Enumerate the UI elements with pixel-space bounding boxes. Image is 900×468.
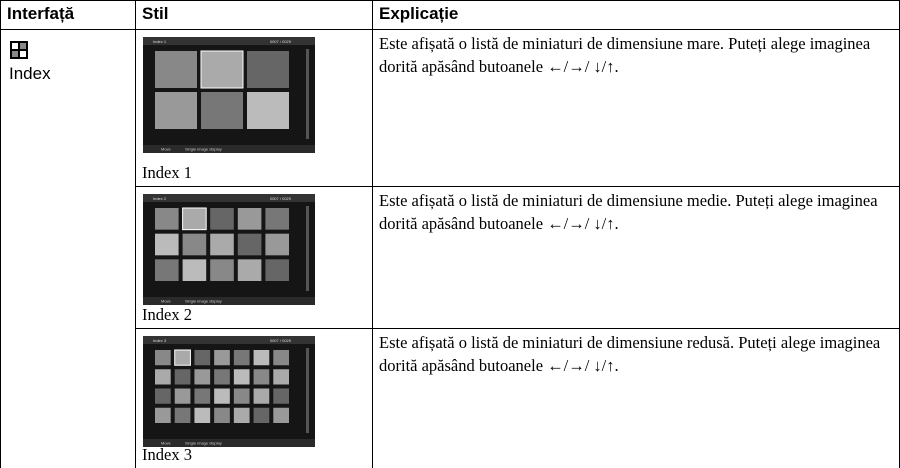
- thumbnail: [253, 388, 270, 404]
- thumbnail: [253, 407, 270, 423]
- explanation-text: Este afișată o listă de miniaturi de dim…: [379, 34, 871, 76]
- screen-title: Index 2: [153, 196, 167, 201]
- icon-tile: [12, 43, 18, 49]
- style-caption: Index 3: [142, 445, 192, 464]
- explanation-cell: Este afișată o listă de miniaturi de dim…: [372, 186, 900, 329]
- thumbnail: [174, 349, 191, 366]
- screen-hint: Single image display: [185, 299, 222, 304]
- style-cell: Index 1 0007 / 0029 Move Single image displ…: [135, 29, 373, 187]
- index-icon: [10, 41, 28, 59]
- header-cell: Stil: [135, 0, 373, 30]
- thumbnail: [265, 259, 289, 281]
- thumbnail: [155, 350, 171, 366]
- thumbnail: [174, 407, 191, 423]
- thumbnail: [273, 350, 289, 366]
- thumbnail: [155, 259, 179, 281]
- screen-title: Index 1: [153, 39, 167, 44]
- interface-cell: Index: [0, 29, 136, 468]
- screen-counter: 0007 / 0029: [270, 338, 292, 343]
- thumbnail: [214, 369, 230, 385]
- screen-topbar: [143, 336, 315, 344]
- header-text: Interfață: [7, 4, 75, 23]
- screen-bottombar: [143, 145, 315, 153]
- screen-counter: 0007 / 0029: [270, 39, 292, 44]
- style-cell: Index 2 0007 / 0029 Move Single image displ…: [135, 186, 373, 329]
- style-caption: Index 1: [142, 163, 192, 182]
- screen-preview: Index 2 0007 / 0029 Move Single image displ…: [143, 194, 315, 305]
- thumbnail: [273, 407, 289, 423]
- header-cell: Interfață: [0, 0, 136, 30]
- thumbnail: [247, 92, 289, 129]
- thumbnail: [174, 388, 191, 404]
- thumbnail: [155, 369, 171, 385]
- thumbnail: [210, 233, 234, 256]
- thumbnail: [182, 207, 207, 231]
- explanation-text: Este afișată o listă de miniaturi de dim…: [379, 191, 878, 233]
- thumbnail: [194, 388, 211, 404]
- screen-hint: Move: [161, 147, 172, 152]
- thumbnail: [237, 259, 262, 281]
- screen-hint: Single image display: [185, 441, 222, 446]
- icon-tile: [20, 51, 26, 57]
- screen-hint: Move: [161, 441, 172, 446]
- thumbnail: [273, 388, 289, 404]
- thumbnail: [155, 51, 197, 88]
- header-text: Stil: [142, 4, 169, 23]
- thumbnail: [214, 407, 230, 423]
- thumbnail: [200, 50, 244, 89]
- thumbnail: [253, 350, 270, 366]
- icon-tile: [12, 51, 18, 57]
- thumbnail: [194, 407, 211, 423]
- scrollbar: [306, 49, 309, 139]
- thumbnail: [273, 369, 289, 385]
- thumbnail: [210, 259, 234, 281]
- explanation-cell: Este afișată o listă de miniaturi de dim…: [372, 328, 900, 468]
- thumbnail: [233, 407, 250, 423]
- header-text: Explicație: [379, 4, 459, 23]
- icon-tile: [20, 43, 26, 49]
- explanation-text: Este afișată o listă de miniaturi de dim…: [379, 333, 881, 375]
- thumbnail: [194, 369, 211, 385]
- thumbnail: [214, 350, 230, 366]
- thumbnail: [214, 388, 230, 404]
- screen-preview: Index 3 0007 / 0029 Move Single image displ…: [143, 336, 315, 447]
- screen-hint: Move: [161, 299, 172, 304]
- header-cell: Explicație: [372, 0, 900, 30]
- thumbnail: [201, 92, 243, 129]
- screen-bottombar: [143, 439, 315, 447]
- screen-hint: Single image display: [185, 147, 222, 152]
- thumbnail: [155, 388, 171, 404]
- style-cell: Index 3 0007 / 0029 Move Single image displ…: [135, 328, 373, 468]
- thumbnail: [155, 92, 197, 129]
- thumbnail: [233, 388, 250, 404]
- screen-preview: Index 1 0007 / 0029 Move Single image displ…: [143, 37, 315, 153]
- style-caption: Index 2: [142, 305, 192, 324]
- thumbnail: [265, 233, 289, 256]
- thumbnail: [155, 208, 179, 230]
- explanation-cell: Este afișată o listă de miniaturi de dim…: [372, 29, 900, 187]
- screen-bottombar: [143, 297, 315, 305]
- thumbnail: [182, 233, 207, 256]
- thumbnail: [174, 369, 191, 385]
- interface-label: Index: [9, 64, 51, 83]
- screen-title: Index 3: [153, 338, 167, 343]
- thumbnail: [233, 369, 250, 385]
- screen-topbar: [143, 37, 315, 45]
- thumbnail: [155, 233, 179, 256]
- thumbnail: [155, 407, 171, 423]
- thumbnail: [194, 350, 211, 366]
- thumbnail: [253, 369, 270, 385]
- scrollbar: [306, 206, 309, 291]
- thumbnail: [237, 208, 262, 230]
- thumbnail: [182, 259, 207, 281]
- thumbnail: [233, 350, 250, 366]
- screen-counter: 0007 / 0029: [270, 196, 292, 201]
- thumbnail: [247, 51, 289, 88]
- screen-topbar: [143, 194, 315, 202]
- thumbnail: [237, 233, 262, 256]
- thumbnail: [265, 208, 289, 230]
- scrollbar: [306, 348, 309, 433]
- thumbnail: [210, 208, 234, 230]
